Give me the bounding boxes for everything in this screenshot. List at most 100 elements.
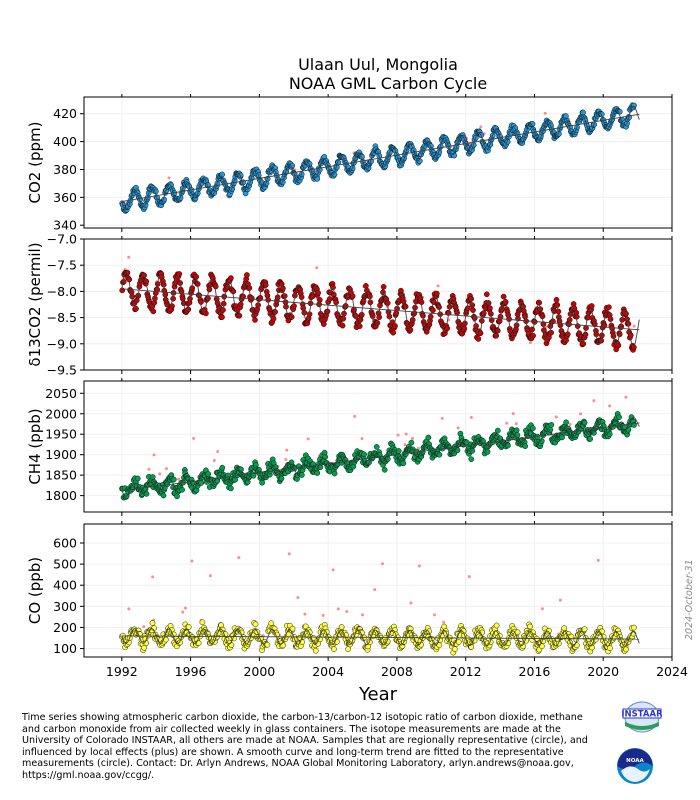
flagged-point bbox=[479, 125, 483, 129]
instaar-logo[interactable]: INSTAAR bbox=[621, 700, 663, 734]
data-point bbox=[425, 434, 432, 441]
flagged-point bbox=[592, 399, 596, 403]
data-point bbox=[380, 289, 386, 296]
data-point bbox=[363, 283, 369, 289]
panel-1: 340 360 380 400 420 CO2 (ppm) bbox=[26, 94, 673, 233]
flagged-point bbox=[315, 266, 319, 270]
flagged-point bbox=[514, 422, 518, 426]
data-point bbox=[493, 622, 500, 629]
data-point bbox=[484, 448, 491, 455]
flagged-point bbox=[158, 472, 162, 476]
data-point bbox=[475, 336, 482, 342]
data-point bbox=[361, 451, 367, 458]
y-tick-label: 400 bbox=[53, 134, 77, 149]
y-axis-label: CH4 (ppb) bbox=[26, 408, 44, 484]
flagged-point bbox=[436, 284, 440, 288]
data-point bbox=[381, 466, 388, 473]
data-point bbox=[553, 296, 560, 303]
y-tick-label: −9.0 bbox=[47, 336, 77, 351]
flagged-point bbox=[285, 448, 289, 452]
data-point bbox=[367, 293, 373, 300]
data-point bbox=[219, 464, 226, 471]
data-point bbox=[452, 646, 458, 653]
data-point bbox=[400, 460, 407, 467]
data-point bbox=[232, 476, 239, 483]
smooth-curve bbox=[121, 271, 640, 348]
data-point bbox=[298, 472, 305, 478]
data-point bbox=[631, 624, 637, 631]
smooth-curve bbox=[121, 628, 640, 647]
data-point bbox=[561, 625, 568, 631]
data-point bbox=[580, 109, 586, 116]
flagged-point bbox=[417, 564, 421, 568]
x-tick-label: 2020 bbox=[587, 664, 619, 679]
panels: 340 360 380 400 420 CO2 (ppm) −7.0 −7.5 −8.0 −8.5… bbox=[26, 94, 688, 679]
chart-title-line2: NOAA GML Carbon Cycle bbox=[289, 74, 487, 93]
flagged-point bbox=[284, 458, 288, 462]
data-point bbox=[314, 176, 321, 182]
axes-frame bbox=[83, 380, 673, 513]
flagged-point bbox=[410, 436, 414, 440]
flagged-point bbox=[127, 607, 131, 611]
smooth-curve bbox=[121, 105, 640, 211]
data-point bbox=[264, 641, 271, 648]
data-point bbox=[568, 633, 575, 640]
data-point bbox=[331, 646, 337, 652]
flagged-point bbox=[596, 558, 600, 562]
y-tick-label: 100 bbox=[53, 641, 77, 656]
data-point bbox=[581, 419, 588, 426]
flagged-point bbox=[442, 620, 446, 624]
flagged-point bbox=[511, 412, 515, 416]
data-point bbox=[468, 456, 475, 463]
noaa-logo[interactable]: NOAA bbox=[616, 747, 654, 785]
data-point bbox=[212, 283, 219, 290]
flagged-point bbox=[403, 443, 407, 447]
y-tick-label: 2050 bbox=[45, 386, 77, 401]
data-point bbox=[134, 475, 141, 482]
y-tick-label: 1800 bbox=[45, 488, 77, 503]
data-point bbox=[244, 272, 250, 278]
data-point bbox=[627, 332, 634, 339]
flagged-point bbox=[396, 433, 400, 437]
y-tick-label: 200 bbox=[53, 620, 77, 635]
date-stamp: 2024-October-31 bbox=[684, 559, 695, 640]
trend-line bbox=[121, 635, 640, 640]
data-point bbox=[149, 474, 156, 480]
trend-line bbox=[121, 422, 640, 492]
y-tick-label: 300 bbox=[53, 599, 77, 614]
data-point bbox=[607, 645, 613, 652]
flagged-point bbox=[432, 613, 436, 617]
y-tick-label: −7.5 bbox=[47, 258, 77, 273]
y-tick-label: 1950 bbox=[45, 427, 77, 442]
flagged-point bbox=[505, 421, 509, 425]
data-point bbox=[252, 621, 259, 628]
y-axis-label: CO2 (ppm) bbox=[26, 122, 44, 204]
trend-line bbox=[121, 113, 640, 202]
instaar-logo-text: INSTAAR bbox=[622, 710, 662, 720]
data-point bbox=[291, 303, 297, 309]
data-point bbox=[149, 620, 156, 626]
data-point bbox=[331, 470, 338, 477]
flagged-point bbox=[181, 610, 185, 614]
data-point bbox=[392, 323, 398, 329]
data-point bbox=[268, 620, 275, 627]
data-point bbox=[185, 624, 192, 630]
data-point bbox=[548, 422, 555, 428]
flagged-point bbox=[361, 613, 365, 617]
data-point bbox=[141, 644, 147, 651]
flagged-point bbox=[469, 415, 473, 419]
data-point bbox=[160, 492, 167, 499]
flagged-point bbox=[164, 467, 168, 471]
axes-frame bbox=[83, 238, 673, 371]
flagged-point bbox=[190, 559, 194, 563]
flagged-point bbox=[306, 437, 310, 441]
data-point bbox=[380, 283, 387, 290]
data-point bbox=[588, 303, 595, 309]
series-4 bbox=[119, 552, 640, 656]
caption-text: Time series showing atmospheric carbon d… bbox=[22, 712, 588, 781]
data-point bbox=[150, 308, 157, 315]
flagged-point bbox=[404, 432, 408, 436]
flagged-point bbox=[360, 437, 364, 441]
data-point bbox=[228, 642, 235, 648]
flagged-point bbox=[528, 341, 532, 345]
